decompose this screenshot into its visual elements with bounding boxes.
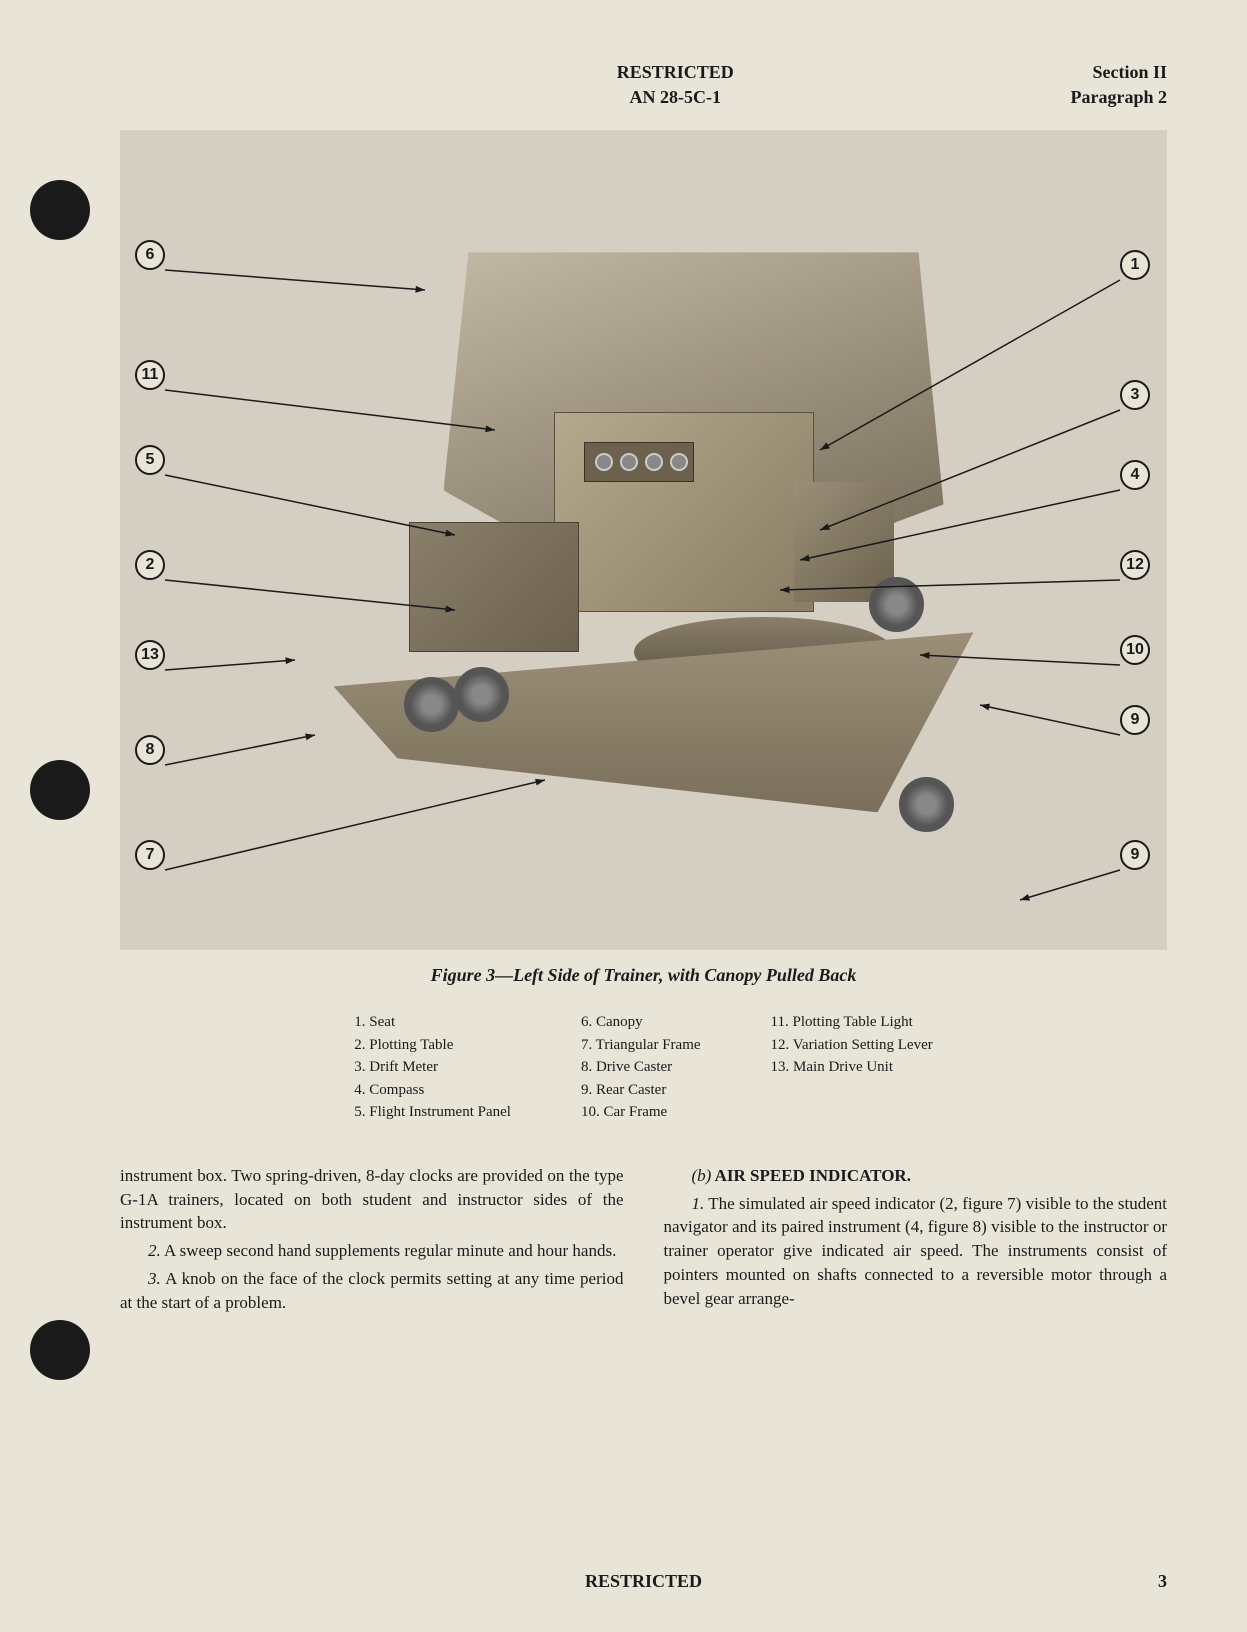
- callout: 11: [135, 360, 165, 390]
- legend-item: 7. Triangular Frame: [581, 1034, 701, 1057]
- page-header: RESTRICTED AN 28-5C-1 Section II Paragra…: [120, 60, 1167, 110]
- caster-shape: [869, 577, 924, 632]
- right-column: (b) AIR SPEED INDICATOR. 1. The simulate…: [664, 1164, 1168, 1319]
- callout-number: 7: [135, 840, 165, 870]
- figure-caption: Figure 3—Left Side of Trainer, with Cano…: [120, 965, 1167, 986]
- callout-number: 5: [135, 445, 165, 475]
- body-text: instrument box. Two spring-driven, 8-day…: [120, 1164, 1167, 1319]
- callout: 8: [135, 735, 165, 765]
- legend-column: 6. Canopy7. Triangular Frame8. Drive Cas…: [581, 1011, 701, 1124]
- callout: 2: [135, 550, 165, 580]
- header-right: Section II Paragraph 2: [1071, 60, 1168, 110]
- legend-item: 3. Drift Meter: [354, 1056, 511, 1079]
- callout: 5: [135, 445, 165, 475]
- callout-number: 8: [135, 735, 165, 765]
- callout-number: 2: [135, 550, 165, 580]
- legend-item: 10. Car Frame: [581, 1101, 701, 1124]
- body-paragraph: 1. The simulated air speed indicator (2,…: [664, 1192, 1168, 1311]
- paragraph-number: 2.: [148, 1241, 161, 1260]
- body-paragraph: (b) AIR SPEED INDICATOR.: [664, 1164, 1168, 1188]
- legend-column: 1. Seat2. Plotting Table3. Drift Meter4.…: [354, 1011, 511, 1124]
- trainer-illustration: [294, 252, 994, 852]
- callout-number: 3: [1120, 380, 1150, 410]
- header-center: RESTRICTED AN 28-5C-1: [280, 60, 1071, 110]
- legend-item: 9. Rear Caster: [581, 1079, 701, 1102]
- callout-number: 1: [1120, 250, 1150, 280]
- callout-number: 10: [1120, 635, 1150, 665]
- legend-column: 11. Plotting Table Light12. Variation Se…: [771, 1011, 933, 1124]
- paragraph-text: A knob on the face of the clock permits …: [120, 1269, 624, 1312]
- legend-item: 2. Plotting Table: [354, 1034, 511, 1057]
- legend-item: 11. Plotting Table Light: [771, 1011, 933, 1034]
- subsection-letter: (b): [692, 1166, 712, 1185]
- callout-number: 4: [1120, 460, 1150, 490]
- section-label: Section II: [1071, 60, 1168, 85]
- paragraph-number: 3.: [148, 1269, 161, 1288]
- callout: 9: [1120, 840, 1150, 870]
- callout-number: 13: [135, 640, 165, 670]
- legend-item: 4. Compass: [354, 1079, 511, 1102]
- page-number: 3: [1127, 1571, 1167, 1592]
- classification-bottom: RESTRICTED: [160, 1571, 1127, 1592]
- page-container: RESTRICTED AN 28-5C-1 Section II Paragra…: [0, 0, 1247, 1632]
- callout: 12: [1120, 550, 1150, 580]
- caster-shape: [454, 667, 509, 722]
- dial-shape: [620, 453, 638, 471]
- doc-number: AN 28-5C-1: [280, 85, 1071, 110]
- paragraph-text: The simulated air speed indicator (2, fi…: [664, 1194, 1168, 1308]
- callout: 1: [1120, 250, 1150, 280]
- legend-item: 5. Flight Instrument Panel: [354, 1101, 511, 1124]
- paragraph-number: 1.: [692, 1194, 705, 1213]
- legend-item: 8. Drive Caster: [581, 1056, 701, 1079]
- legend-item: 6. Canopy: [581, 1011, 701, 1034]
- figure-legend: 1. Seat2. Plotting Table3. Drift Meter4.…: [120, 1011, 1167, 1124]
- callout: 7: [135, 840, 165, 870]
- callout-number: 9: [1120, 705, 1150, 735]
- caster-shape: [404, 677, 459, 732]
- callout: 13: [135, 640, 165, 670]
- callout: 10: [1120, 635, 1150, 665]
- instrument-panel-shape: [584, 442, 694, 482]
- body-paragraph: 3. A knob on the face of the clock permi…: [120, 1267, 624, 1315]
- callout-number: 11: [135, 360, 165, 390]
- paragraph-label: Paragraph 2: [1071, 85, 1168, 110]
- left-column: instrument box. Two spring-driven, 8-day…: [120, 1164, 624, 1319]
- main-drive-box-shape: [409, 522, 579, 652]
- body-paragraph: instrument box. Two spring-driven, 8-day…: [120, 1164, 624, 1235]
- figure-area: 611521387134121099: [120, 130, 1167, 950]
- callout: 9: [1120, 705, 1150, 735]
- caster-shape: [899, 777, 954, 832]
- callout: 3: [1120, 380, 1150, 410]
- page-footer: RESTRICTED 3: [120, 1571, 1167, 1592]
- callout: 6: [135, 240, 165, 270]
- body-paragraph: 2. A sweep second hand supplements regul…: [120, 1239, 624, 1263]
- dial-shape: [595, 453, 613, 471]
- callout-number: 9: [1120, 840, 1150, 870]
- paragraph-text: A sweep second hand supplements regular …: [161, 1241, 617, 1260]
- callout-number: 12: [1120, 550, 1150, 580]
- callout: 4: [1120, 460, 1150, 490]
- legend-item: 1. Seat: [354, 1011, 511, 1034]
- dial-shape: [670, 453, 688, 471]
- subsection-heading: AIR SPEED INDICATOR.: [711, 1166, 911, 1185]
- legend-item: 12. Variation Setting Lever: [771, 1034, 933, 1057]
- legend-item: 13. Main Drive Unit: [771, 1056, 933, 1079]
- callout-number: 6: [135, 240, 165, 270]
- dial-shape: [645, 453, 663, 471]
- classification-top: RESTRICTED: [280, 60, 1071, 85]
